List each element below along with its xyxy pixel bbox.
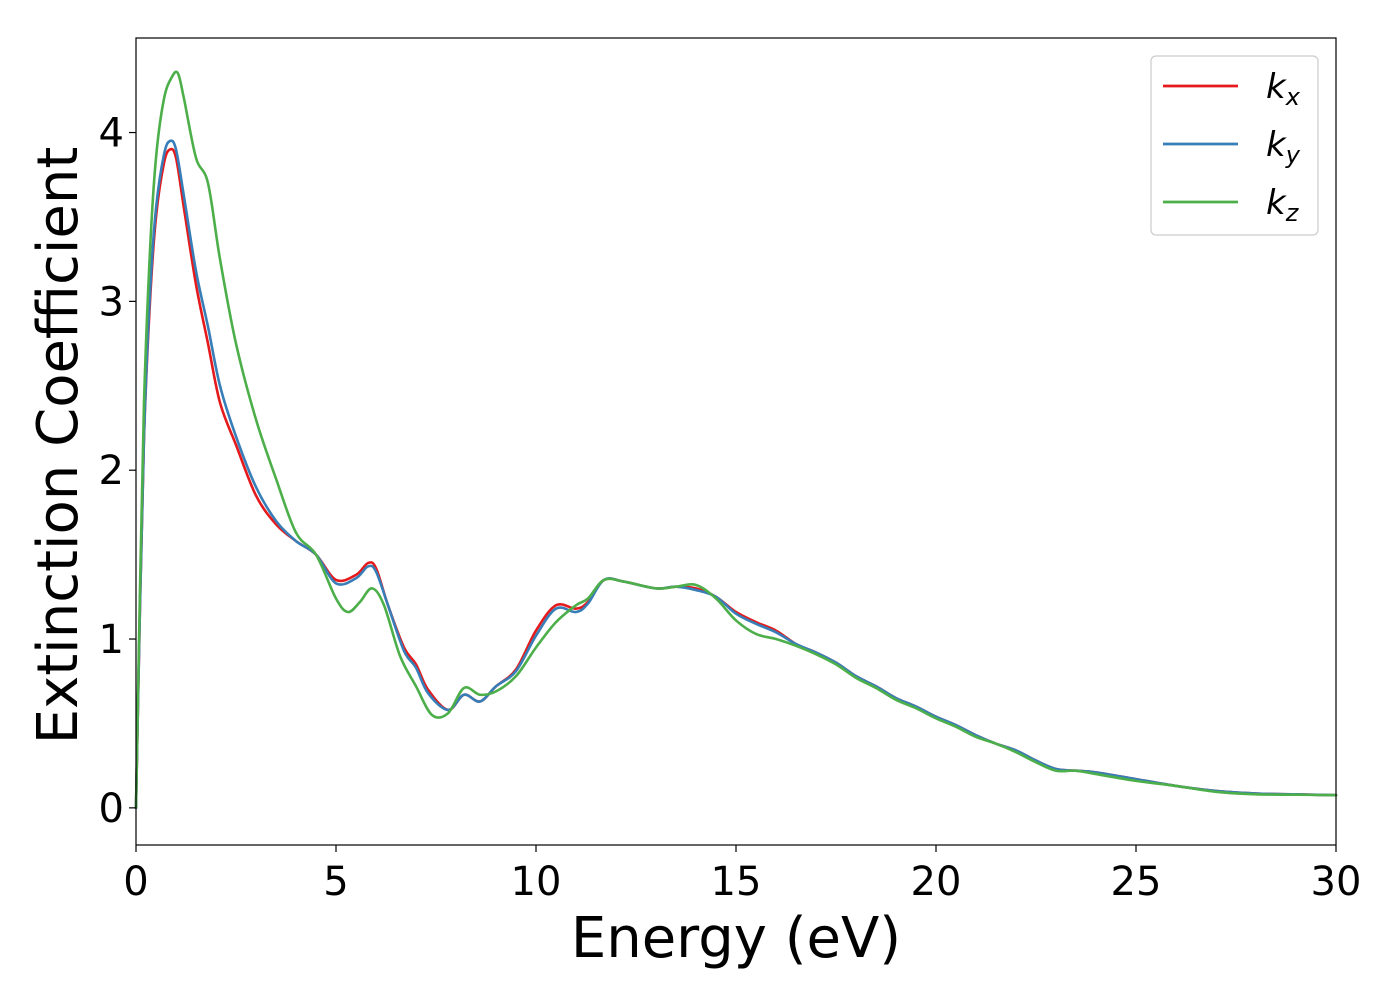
legend-label: kz xyxy=(1266,183,1300,227)
x-tick-label: 15 xyxy=(711,859,762,905)
series-line-kz xyxy=(134,70,1338,810)
y-tick-label: 3 xyxy=(99,279,124,325)
legend-item-ky: ky xyxy=(1163,125,1301,169)
y-axis: 0 1 2 3 4 xyxy=(99,111,136,832)
x-axis-title: Energy (eV) xyxy=(571,906,901,971)
legend-items: kx ky kz xyxy=(1163,67,1301,227)
legend-item-kx: kx xyxy=(1163,67,1301,111)
y-tick-label: 4 xyxy=(99,111,124,157)
y-tick-label: 2 xyxy=(99,448,124,494)
legend-box xyxy=(1150,55,1319,236)
x-tick-label: 5 xyxy=(323,859,348,905)
x-axis: 0 5 10 15 20 25 30 xyxy=(123,845,1361,905)
x-tick-label: 30 xyxy=(1311,859,1362,905)
x-tick-label: 20 xyxy=(911,859,962,905)
y-tick-label: 0 xyxy=(99,786,124,832)
legend-label: kx xyxy=(1266,67,1301,111)
legend-item-kz: kz xyxy=(1163,183,1300,227)
legend-label: ky xyxy=(1266,125,1301,169)
y-axis-title: Extinction Coefficient xyxy=(26,147,91,745)
x-tick-label: 25 xyxy=(1111,859,1162,905)
legend: kx ky kz xyxy=(1150,55,1319,236)
x-tick-label: 0 xyxy=(123,859,148,905)
y-tick-label: 1 xyxy=(99,617,124,663)
series-layer xyxy=(134,70,1338,810)
x-tick-label: 10 xyxy=(511,859,562,905)
